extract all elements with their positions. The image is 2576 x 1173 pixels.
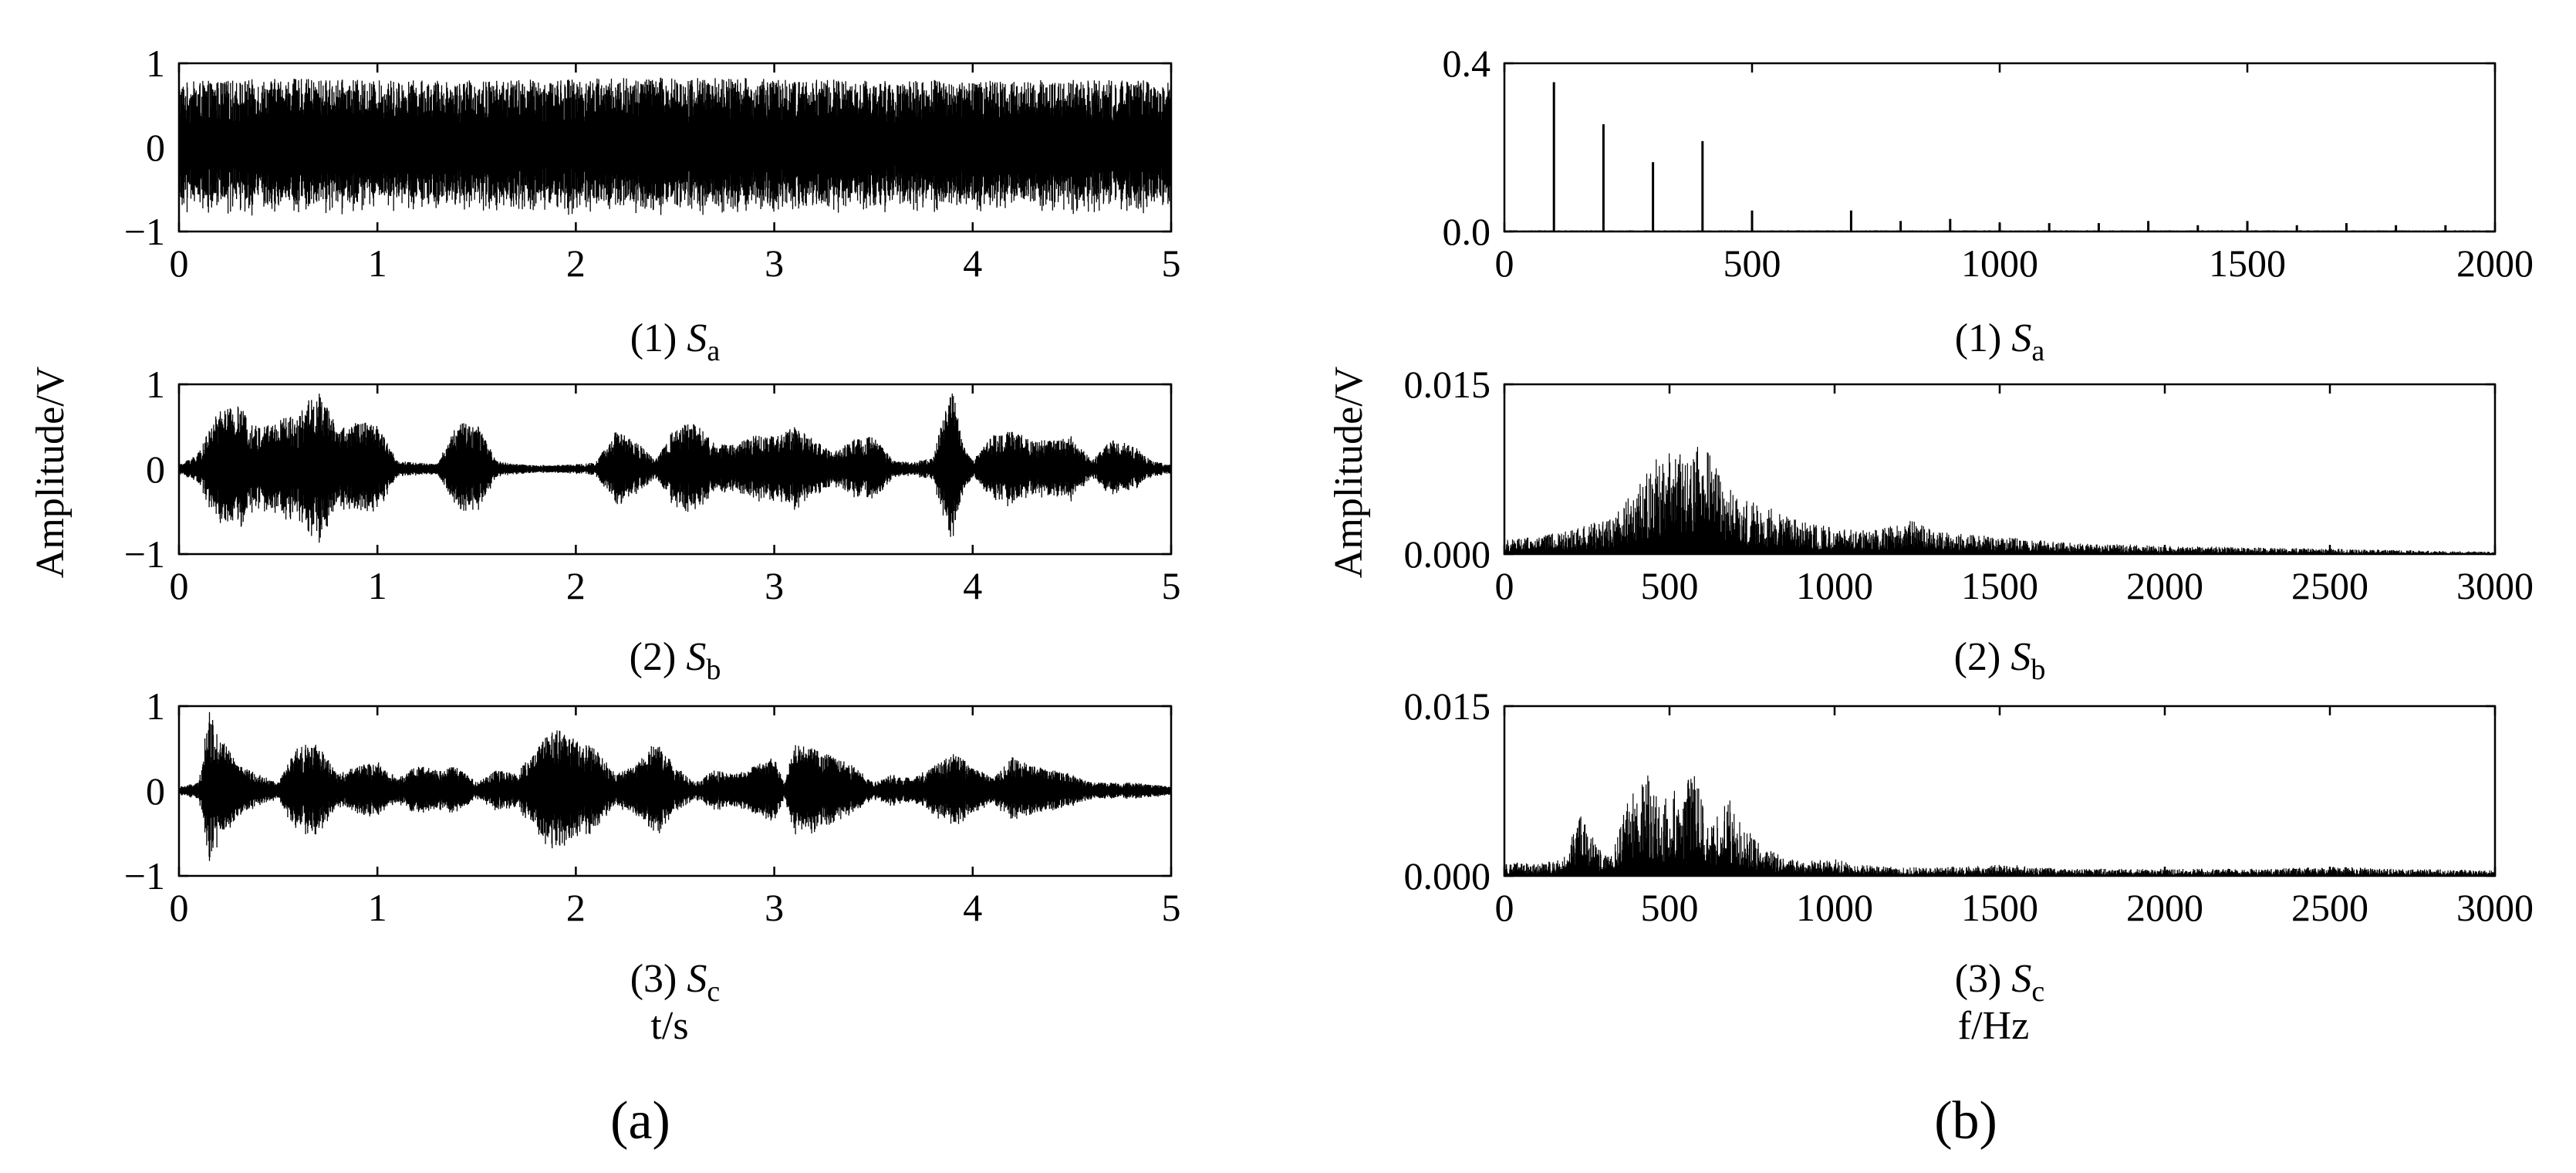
panel-caption: (1) Sa — [630, 316, 721, 367]
y-tick-label: 1 — [146, 42, 165, 85]
chart-b2-spectrum-sb: 0 500 1000 1500 2000 2500 3000 0.015 0.000 (2) Sb — [1404, 363, 2534, 686]
panel-caption: (3) Sc — [630, 957, 721, 1008]
panel-caption: (2) Sb — [630, 635, 721, 686]
y-tick-label: 0.000 — [1404, 532, 1491, 576]
x-tick-label: 1 — [368, 564, 387, 607]
x-tick-label: 0 — [1495, 886, 1514, 929]
y-tick-label: 0 — [146, 769, 165, 813]
panel-caption: (3) Sc — [1955, 957, 2045, 1008]
waveform-trace — [178, 394, 1172, 543]
x-tick-label: 1 — [368, 886, 387, 929]
x-tick-label: 4 — [963, 242, 982, 285]
x-tick-label: 1500 — [2209, 242, 2286, 285]
x-tick-label: 2 — [566, 564, 586, 607]
panel-a-label: (a) — [610, 1091, 670, 1151]
y-tick-label: 0.015 — [1404, 685, 1491, 728]
x-tick-label: 2000 — [2456, 242, 2534, 285]
chart-b1-spectrum-sa: 0 500 1000 1500 2000 0.4 0.0 (1) Sa — [1443, 42, 2534, 367]
x-tick-label: 2 — [566, 242, 586, 285]
freq-ylabel: Amplitude/V — [1327, 367, 1371, 578]
chart-a2-time-sb: 0 1 2 3 4 510−1(2) Sb — [124, 363, 1181, 686]
x-tick-label: 3 — [765, 564, 784, 607]
spectrum-trace — [1504, 447, 2496, 554]
chart-a1-time-sa: 0 1 2 3 4 510−1(1) Sa — [124, 42, 1181, 367]
x-tick-label: 0 — [170, 242, 189, 285]
x-tick-label: 0 — [170, 564, 189, 607]
waveform-trace — [178, 712, 1172, 861]
y-tick-label: 0 — [146, 448, 165, 491]
y-tick-label: 0 — [146, 126, 165, 169]
x-tick-label: 1000 — [1796, 564, 1873, 607]
x-tick-label: 0 — [170, 886, 189, 929]
x-tick-label: 2000 — [2126, 886, 2203, 929]
time-xlabel: t/s — [650, 1004, 688, 1048]
y-tick-label: 0.0 — [1443, 210, 1491, 253]
x-tick-label: 3000 — [2456, 564, 2534, 607]
x-tick-label: 500 — [1724, 242, 1781, 285]
panel-caption: (1) Sa — [1955, 316, 2045, 367]
x-tick-label: 1500 — [1961, 564, 2038, 607]
x-tick-label: 3000 — [2456, 886, 2534, 929]
x-tick-label: 3 — [765, 886, 784, 929]
y-tick-label: 0.4 — [1443, 42, 1491, 85]
x-tick-label: 4 — [963, 886, 982, 929]
x-tick-label: 0 — [1495, 564, 1514, 607]
x-tick-label: 3 — [765, 242, 784, 285]
x-tick-label: 1000 — [1961, 242, 2038, 285]
chart-a3-time-sc: 0 1 2 3 4 510−1(3) Sc — [124, 685, 1181, 1008]
x-tick-label: 0 — [1495, 242, 1514, 285]
x-tick-label: 2 — [566, 886, 586, 929]
waveform-trace — [178, 77, 1172, 216]
y-tick-label: −1 — [124, 210, 165, 253]
panel-b-label: (b) — [1934, 1091, 1997, 1151]
x-tick-label: 2500 — [2291, 564, 2368, 607]
freq-xlabel: f/Hz — [1958, 1004, 2029, 1048]
y-tick-label: −1 — [124, 532, 165, 576]
y-tick-label: 0.000 — [1404, 854, 1491, 897]
x-tick-label: 5 — [1162, 564, 1181, 607]
x-tick-label: 2500 — [2291, 886, 2368, 929]
x-tick-label: 1 — [368, 242, 387, 285]
x-tick-label: 1000 — [1796, 886, 1873, 929]
time-ylabel: Amplitude/V — [29, 367, 73, 578]
y-tick-label: 0.015 — [1404, 363, 1491, 406]
y-tick-label: 1 — [146, 685, 165, 728]
x-tick-label: 5 — [1162, 886, 1181, 929]
spectrum-trace — [1504, 775, 2496, 876]
x-tick-label: 5 — [1162, 242, 1181, 285]
y-tick-label: −1 — [124, 854, 165, 897]
x-tick-label: 1500 — [1961, 886, 2038, 929]
y-tick-label: 1 — [146, 363, 165, 406]
panel-caption: (2) Sb — [1954, 635, 2046, 686]
x-tick-label: 2000 — [2126, 564, 2203, 607]
x-tick-label: 4 — [963, 564, 982, 607]
plot-frame — [1503, 705, 2497, 877]
x-tick-label: 500 — [1641, 886, 1699, 929]
chart-b3-spectrum-sc: 0 500 1000 1500 2000 2500 3000 0.015 0.000 (3) Sc — [1404, 685, 2534, 1008]
x-tick-label: 500 — [1641, 564, 1699, 607]
